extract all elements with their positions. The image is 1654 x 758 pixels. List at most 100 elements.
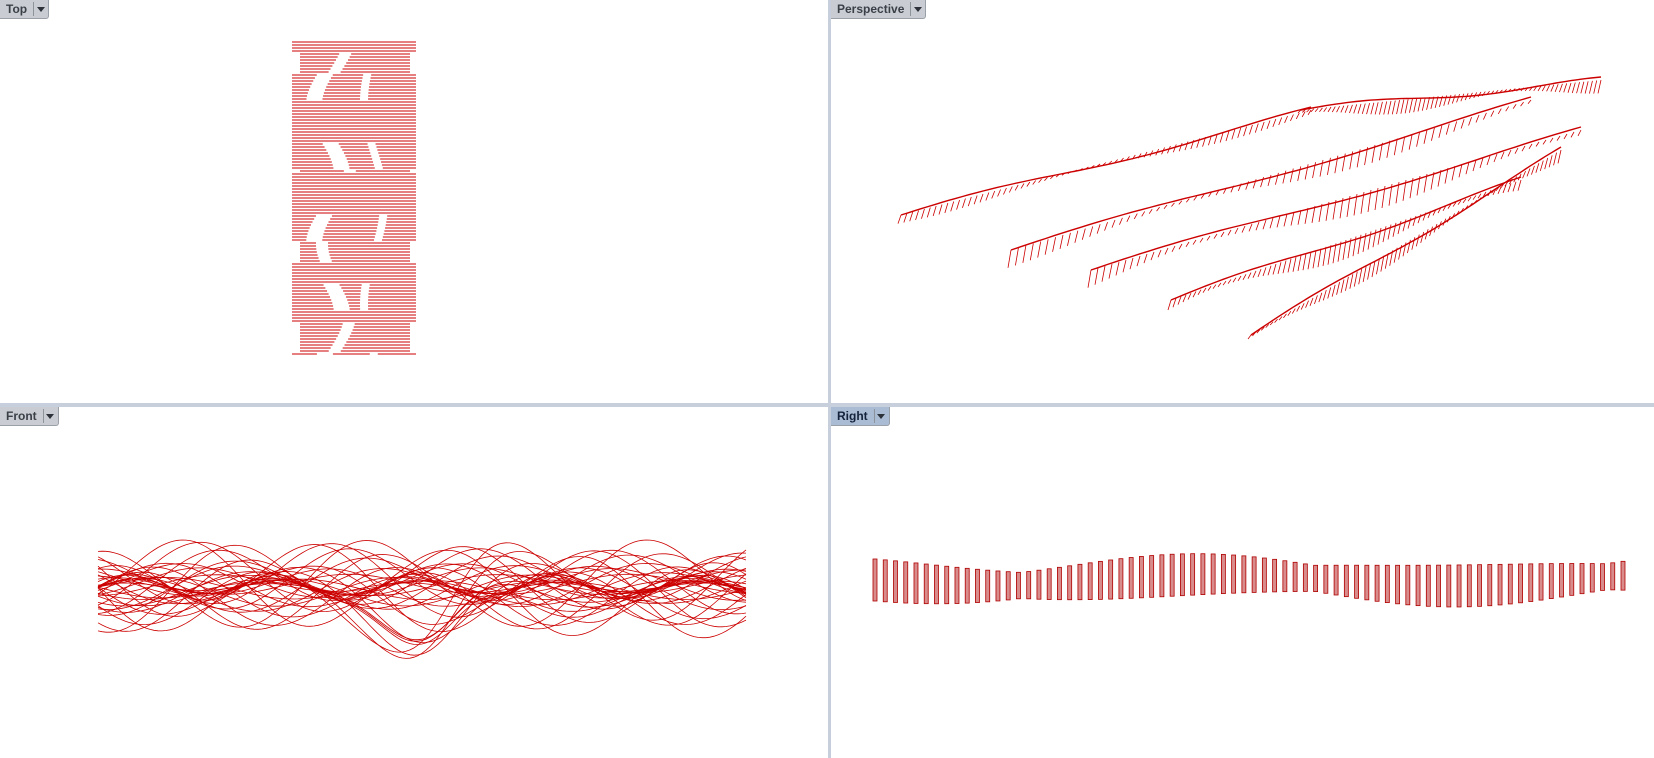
profile-bar: [1477, 564, 1482, 607]
surface-section: [1081, 228, 1086, 240]
surface-section: [1521, 145, 1526, 152]
surface-section: [1310, 108, 1315, 113]
surface-section: [1141, 211, 1146, 217]
viewport-divider-vertical[interactable]: [828, 0, 831, 758]
surface-section: [1269, 217, 1274, 229]
profile-bar: [1323, 564, 1329, 594]
surface-section: [1393, 138, 1398, 156]
surface-section: [1361, 103, 1366, 114]
viewport-tab-right[interactable]: Right: [831, 407, 890, 426]
surface-section: [1571, 82, 1576, 94]
surface-section: [1283, 313, 1287, 319]
profile-bar: [1518, 563, 1523, 604]
profile-bar: [1436, 564, 1441, 608]
chevron-down-icon[interactable]: [42, 409, 57, 423]
profile-bar: [923, 563, 929, 605]
viewport-divider-horizontal[interactable]: [0, 403, 1654, 407]
profile-bar: [1610, 562, 1616, 591]
surface-section: [1327, 245, 1332, 265]
surface-section: [991, 190, 996, 199]
profile-bar: [1108, 559, 1114, 600]
ridge-curve: [1010, 96, 1532, 251]
section-curve: [97, 575, 747, 642]
surface-section: [1379, 101, 1383, 115]
surface-section: [1400, 99, 1405, 114]
surface-section: [1431, 127, 1435, 141]
surface-section: [1576, 82, 1580, 94]
surface-section: [1535, 163, 1540, 173]
profile-bar: [903, 561, 909, 604]
surface-section: [1451, 94, 1456, 104]
surface-section: [1336, 282, 1340, 295]
surface-section: [1172, 144, 1177, 153]
surface-section: [1074, 230, 1079, 243]
surface-section: [1307, 109, 1312, 116]
surface-section: [1322, 246, 1327, 267]
profile-bar: [1036, 569, 1042, 600]
surface-section: [1542, 139, 1547, 145]
viewport-tab-front[interactable]: Front: [0, 407, 59, 426]
surface-section: [1340, 279, 1345, 293]
profile-bar: [1343, 564, 1349, 598]
profile-bar: [1159, 554, 1165, 598]
surface-section: [973, 195, 978, 205]
perspective-view-geometry: [897, 76, 1602, 340]
profile-bar: [1282, 560, 1288, 593]
chevron-down-icon[interactable]: [873, 409, 888, 423]
surface-section: [1289, 168, 1294, 183]
surface-section: [1008, 186, 1013, 193]
profile-bar: [1364, 564, 1370, 601]
profile-bar: [1559, 563, 1564, 598]
profile-bar: [1046, 568, 1052, 600]
surface-section: [932, 205, 937, 217]
surface-section: [1089, 226, 1094, 237]
surface-section: [1314, 108, 1319, 113]
profile-bar: [1005, 571, 1011, 601]
viewport-front[interactable]: Front: [0, 407, 828, 758]
surface-section: [1541, 85, 1546, 92]
surface-section: [1423, 173, 1428, 193]
surface-section: [1391, 100, 1396, 115]
surface-section: [1260, 121, 1265, 131]
surface-section: [1325, 201, 1330, 221]
surface-section: [1467, 196, 1472, 202]
surface-section: [1274, 318, 1278, 323]
profile-bar: [1487, 564, 1493, 607]
section-curve: [97, 565, 747, 645]
chevron-down-icon[interactable]: [33, 2, 47, 16]
surface-section: [1472, 195, 1477, 200]
profile-bar: [1118, 558, 1124, 600]
section-curve: [97, 562, 747, 608]
surface-section: [1197, 289, 1202, 296]
viewport-tab-perspective[interactable]: Perspective: [831, 0, 927, 19]
surface-section: [1332, 243, 1337, 264]
surface-section: [1424, 229, 1429, 240]
surface-section: [1452, 202, 1457, 207]
chevron-down-icon[interactable]: [910, 2, 924, 16]
profile-bar: [1077, 563, 1083, 601]
surface-section: [1232, 277, 1237, 283]
surface-section: [1593, 80, 1598, 94]
viewport-right[interactable]: Right: [831, 407, 1654, 758]
surface-section: [1171, 202, 1175, 207]
profile-bar: [1569, 563, 1575, 596]
viewport-perspective[interactable]: Perspective: [831, 0, 1654, 403]
surface-section: [1059, 234, 1064, 249]
surface-section: [1171, 245, 1176, 252]
profile-bar: [1220, 553, 1226, 595]
profile-bar: [1169, 553, 1175, 597]
surface-section: [1376, 258, 1380, 275]
surface-section: [1357, 103, 1362, 114]
surface-section: [1458, 163, 1463, 178]
surface-section: [1156, 206, 1160, 212]
viewport-tab-top[interactable]: Top: [0, 0, 50, 19]
surface-section: [1208, 135, 1212, 146]
surface-section: [1290, 114, 1294, 122]
viewport-top[interactable]: Top: [0, 0, 828, 403]
section-curve: [97, 544, 747, 633]
profile-bar: [1466, 564, 1472, 608]
surface-section: [1500, 184, 1504, 189]
surface-section: [1269, 321, 1274, 326]
surface-section: [1314, 295, 1318, 305]
surface-section: [1457, 200, 1462, 205]
